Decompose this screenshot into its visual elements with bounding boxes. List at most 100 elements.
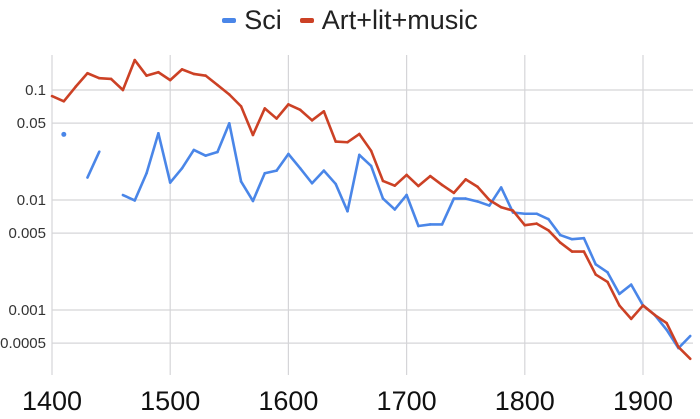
data-point — [61, 131, 67, 137]
line-segment — [121, 193, 137, 202]
line-segment — [582, 236, 598, 266]
grid — [51, 55, 693, 375]
line-segment — [275, 103, 290, 120]
line-segment — [192, 148, 207, 157]
series-art-lit-music — [50, 58, 692, 361]
line-segment — [476, 200, 491, 207]
line-segment — [145, 131, 160, 175]
line-segment — [204, 150, 219, 157]
x-tick-label: 1400 — [22, 386, 82, 416]
line-segment — [298, 167, 314, 185]
line-segment — [535, 212, 550, 221]
line-segment — [310, 169, 326, 185]
line-segment — [417, 174, 432, 188]
series-lines — [50, 58, 692, 361]
line-segment — [358, 153, 373, 168]
line-segment — [228, 122, 243, 183]
line-segment — [322, 169, 337, 186]
line-segment — [535, 222, 550, 232]
line-segment — [511, 209, 527, 227]
line-segment — [346, 153, 361, 213]
line-segment — [629, 283, 645, 307]
line-segment — [346, 132, 361, 144]
line-segment — [322, 110, 337, 143]
line-segment — [594, 263, 609, 274]
line-segment — [157, 131, 172, 184]
line-segment — [121, 58, 137, 92]
line-segment — [618, 304, 633, 321]
series-sci — [61, 122, 692, 350]
line-segment — [677, 334, 692, 350]
line-segment — [582, 250, 598, 276]
line-segment — [168, 68, 184, 82]
legend-item-art: Art+lit+music — [299, 4, 478, 36]
line-segment — [476, 185, 491, 202]
line-segment — [216, 83, 231, 96]
line-segment — [570, 236, 586, 241]
x-axis-labels: 1400 1500 1600 1700 1800 1900 — [22, 386, 673, 416]
line-segment — [653, 313, 668, 325]
line-segment — [405, 173, 420, 188]
line-segment — [133, 171, 148, 202]
line-segment — [381, 197, 397, 211]
line-segment — [547, 229, 562, 244]
legend-item-sci: Sci — [222, 5, 282, 36]
y-tick-label: 0.05 — [17, 115, 46, 132]
line-segment — [369, 149, 385, 183]
line-segment — [606, 271, 621, 296]
y-tick-label: 0.001 — [8, 302, 46, 319]
line-segment — [287, 103, 302, 112]
x-tick-label: 1500 — [140, 386, 200, 416]
x-tick-label: 1900 — [613, 386, 673, 416]
line-segment — [393, 173, 408, 187]
line-segment — [488, 198, 503, 209]
legend-label-art: Art+lit+music — [321, 4, 478, 35]
line-segment — [86, 150, 101, 179]
line-segment — [86, 71, 101, 80]
line-segment — [677, 345, 692, 361]
line-segment — [464, 197, 479, 203]
line-segment — [393, 193, 408, 211]
line-segment — [298, 108, 314, 122]
legend-swatch-art — [299, 17, 314, 23]
x-tick-label: 1800 — [495, 386, 555, 416]
line-segment — [558, 241, 574, 253]
line-segment — [523, 222, 538, 227]
line-segment — [499, 186, 515, 214]
line-segment — [618, 283, 633, 296]
line-segment — [641, 304, 657, 317]
y-tick-label: 0.005 — [8, 225, 46, 242]
line-segment — [275, 152, 290, 172]
line-segment — [74, 71, 89, 89]
line-segment — [216, 122, 231, 154]
line-segment — [192, 72, 207, 77]
line-segment — [251, 107, 267, 137]
line-segment — [239, 180, 255, 203]
line-segment — [168, 167, 184, 184]
line-segment — [417, 223, 432, 228]
line-segment — [97, 76, 113, 81]
line-segment — [665, 321, 680, 349]
y-tick-label: 0.01 — [17, 192, 46, 209]
line-segment — [405, 193, 420, 228]
line-segment — [440, 197, 456, 226]
line-segment — [369, 164, 385, 200]
line-segment — [263, 107, 278, 120]
line-segment — [239, 105, 255, 137]
line-segment — [204, 74, 219, 87]
line-segment — [499, 205, 515, 212]
y-axis-labels: 0.1 0.05 0.01 0.005 0.001 0.0005 — [0, 82, 46, 352]
line-segment — [263, 169, 278, 175]
line-segment — [145, 70, 160, 77]
line-segment — [62, 85, 77, 103]
line-segment — [251, 171, 267, 203]
line-segment — [334, 140, 349, 144]
line-segment — [464, 178, 479, 189]
line-segment — [594, 273, 609, 284]
line-segment — [358, 132, 373, 153]
line-segment — [558, 233, 574, 241]
line-segment — [50, 94, 66, 103]
line-segment — [287, 152, 302, 170]
line-segment — [547, 217, 562, 237]
